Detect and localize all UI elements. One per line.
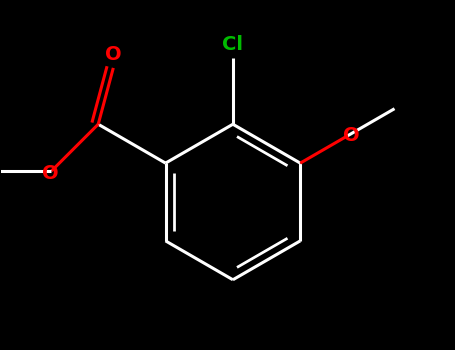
Text: O: O — [42, 164, 59, 183]
Text: O: O — [344, 126, 360, 145]
Text: O: O — [105, 46, 121, 64]
Text: Cl: Cl — [222, 35, 243, 54]
